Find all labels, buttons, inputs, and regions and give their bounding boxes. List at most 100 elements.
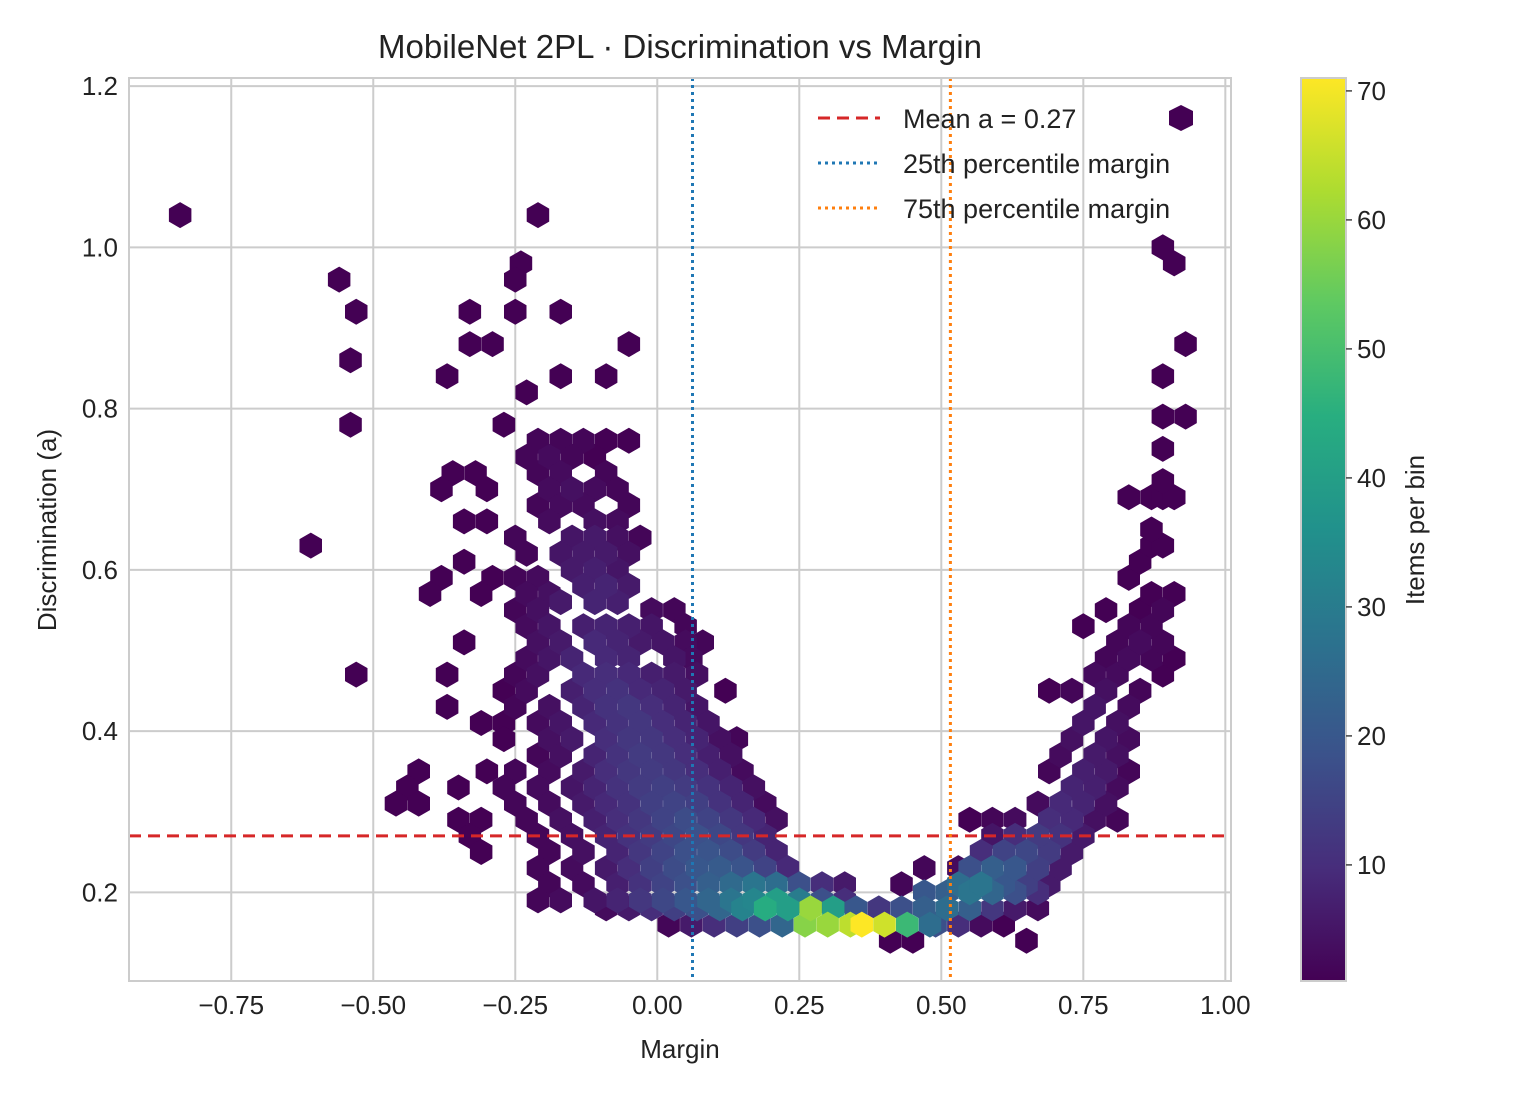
hexbin-cell (526, 855, 550, 882)
x-tick-label: −0.75 (198, 990, 264, 1020)
hexbin-cell (1049, 742, 1072, 769)
colorbar-tick-label: 10 (1357, 850, 1386, 880)
hexbin-cell (526, 202, 550, 229)
hexbin-cell (504, 298, 527, 325)
colorbar-ticks: 10 20 30 40 50 60 70 (1346, 76, 1386, 880)
hexbin-cell (1128, 629, 1152, 656)
hexbin-cell (1106, 806, 1129, 833)
hexbin-cell (753, 895, 777, 922)
hexbin-cell (617, 726, 641, 753)
hexbin-cell (1151, 435, 1175, 462)
y-tick-label: 0.6 (82, 555, 118, 585)
hexbin-cell (407, 790, 430, 817)
x-tick-label: −0.50 (340, 990, 406, 1020)
hexbin-cell (1151, 597, 1175, 624)
hexbin-cell (969, 871, 993, 898)
hexbin-cell (640, 790, 663, 817)
hexbin-cell (583, 589, 607, 616)
hexbin-cell (549, 887, 572, 914)
hexbin-cell (538, 790, 561, 817)
y-tick-label: 0.8 (82, 394, 118, 424)
hexbin-cell (452, 508, 476, 535)
hexbin-cell (958, 855, 981, 882)
legend-p25-label: 25th percentile margin (903, 149, 1170, 179)
hexbin-cell (1117, 484, 1140, 511)
legend-hexbin-marker (1169, 105, 1193, 131)
hexbin-cell (549, 589, 572, 616)
hexbin-cell (1174, 403, 1197, 430)
hexbin-cell (816, 911, 839, 938)
hexbin-cell (890, 871, 913, 898)
hexbin-cell (475, 476, 499, 503)
hexbin-cell (1038, 677, 1061, 704)
x-tick-label: 0.75 (1058, 990, 1109, 1020)
hexbin-cell (606, 887, 629, 914)
hexbin-cell (617, 427, 641, 454)
hexbin-cell (526, 887, 550, 914)
hexbin-cell (384, 790, 408, 817)
hexbin-cell (1015, 927, 1038, 954)
hexbin-cell (1140, 516, 1163, 543)
hexbin-cell (850, 911, 873, 938)
hexbin-cell (168, 202, 192, 229)
hexbin-cell (651, 887, 675, 914)
colorbar (1300, 77, 1347, 982)
hexbin-cell (1003, 855, 1027, 882)
hexbin-cell (629, 887, 652, 914)
colorbar-tick-label: 50 (1357, 334, 1386, 364)
hexbin-cell (714, 677, 737, 704)
hexbin-cell (339, 411, 362, 438)
colorbar-tick-label: 40 (1357, 463, 1386, 493)
hexbin-cell (549, 363, 572, 390)
hexbin-cell (452, 629, 476, 656)
legend: Mean a = 0.27 25th percentile margin 75t… (818, 104, 1193, 224)
hexbin-cell (515, 379, 538, 406)
hexbin-cell (606, 589, 629, 616)
hexbin-cell (1026, 790, 1050, 817)
gridlines (129, 78, 1231, 981)
hexbin-cell (504, 266, 527, 293)
colorbar-tick-label: 30 (1357, 592, 1386, 622)
hexbin-cell (435, 693, 459, 720)
x-tick-label: 1.00 (1200, 990, 1251, 1020)
hexbin-cell (1151, 363, 1175, 390)
hexbin-cell (1174, 331, 1197, 358)
hexbin-cell (958, 806, 981, 833)
plot-frame (128, 77, 1232, 982)
hexbin-cell (594, 363, 618, 390)
hexbin-cell (418, 581, 442, 607)
hexbin-cell (447, 774, 470, 801)
hexbin-cell (560, 726, 584, 753)
hexbin-cell (1083, 661, 1106, 688)
colorbar-tick-label: 60 (1357, 205, 1386, 235)
hexbin-cell (549, 298, 572, 325)
hexbin-cell (458, 331, 482, 358)
y-tick-label: 0.2 (82, 877, 118, 907)
colorbar-label: Items per bin (1400, 455, 1430, 605)
hexbin-cell (345, 661, 368, 688)
y-tick-label: 0.4 (82, 716, 118, 746)
hexbin-cell (583, 887, 607, 914)
y-axis-label: Discrimination (a) (32, 429, 62, 631)
hexbin-cell (435, 363, 459, 390)
hexbin-cell (452, 548, 476, 575)
hexbin-cell (1151, 403, 1175, 430)
hexbin-cell (458, 298, 482, 325)
hexbin-cell (1117, 613, 1140, 640)
hexbin-cell (492, 726, 516, 753)
hexbin-cell (617, 331, 641, 358)
x-axis-label: Margin (640, 1034, 719, 1064)
hexbin-cell (1094, 726, 1118, 753)
hexbin-cell (1094, 597, 1118, 624)
reference-lines (129, 78, 1231, 981)
hexbin-cell (1072, 613, 1095, 640)
legend-mean-label: Mean a = 0.27 (903, 104, 1076, 134)
hexbin-cell (799, 895, 822, 922)
y-tick-labels: 0.2 0.4 0.6 0.8 1.0 1.2 (82, 71, 118, 907)
hexbin-cell (935, 895, 959, 922)
hexbin-cell (339, 347, 362, 374)
hexbin-cell (913, 855, 936, 882)
hexbin-cell (640, 613, 663, 640)
x-tick-label: 0.00 (632, 990, 683, 1020)
